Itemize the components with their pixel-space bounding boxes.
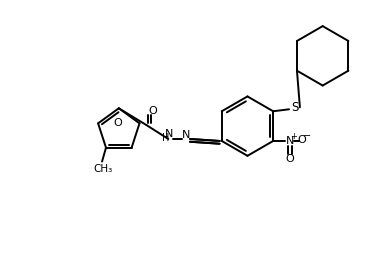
Text: S: S	[291, 101, 299, 114]
Text: −: −	[303, 131, 311, 141]
Text: +: +	[291, 132, 298, 141]
Text: N: N	[182, 130, 190, 140]
Text: N: N	[165, 129, 174, 139]
Text: CH₃: CH₃	[93, 164, 113, 175]
Text: N: N	[286, 136, 294, 146]
Text: O: O	[286, 154, 294, 164]
Text: O: O	[298, 135, 306, 145]
Text: O: O	[113, 118, 122, 128]
Text: H: H	[161, 133, 169, 143]
Text: O: O	[148, 106, 157, 116]
